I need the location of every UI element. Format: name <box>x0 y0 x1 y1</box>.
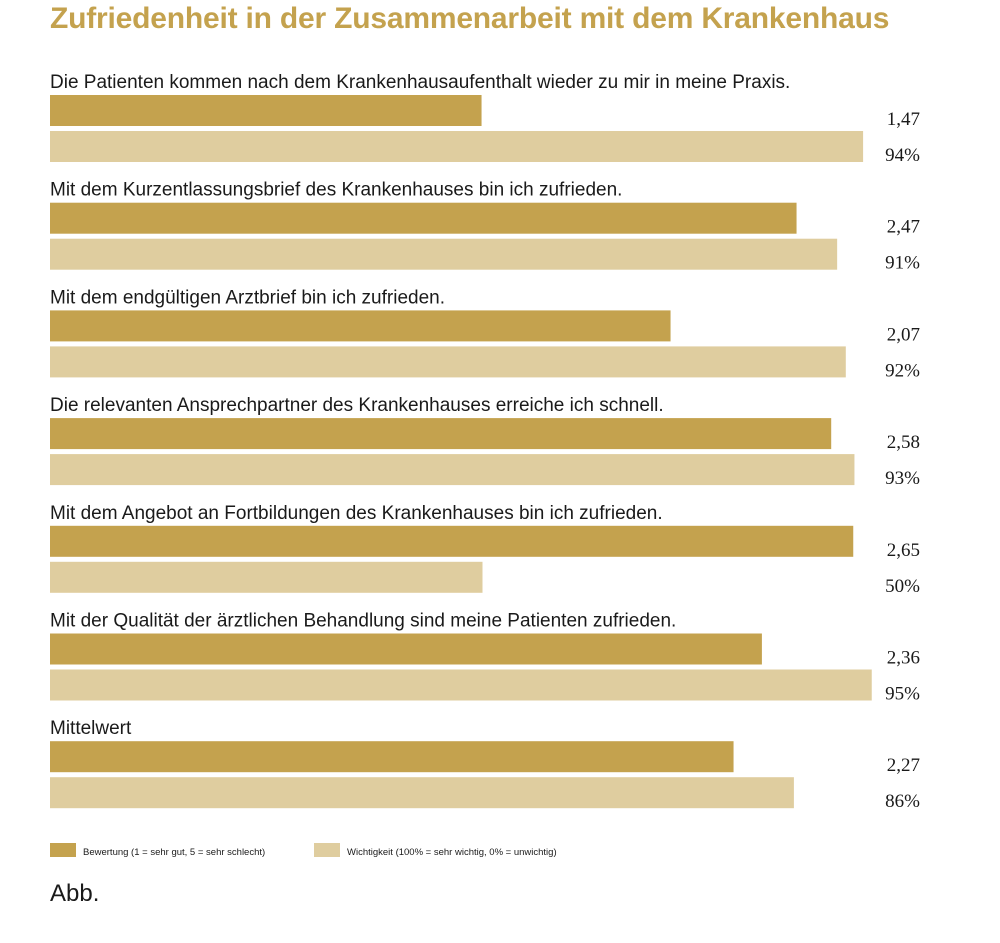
rating-value-label: 2,07 <box>887 324 920 345</box>
category-label: Die Patienten kommen nach dem Krankenhau… <box>50 72 790 93</box>
importance-bar <box>50 669 872 701</box>
rating-bar <box>50 202 797 234</box>
importance-bar <box>50 346 846 378</box>
rating-bar <box>50 418 832 450</box>
rating-bar <box>50 95 482 126</box>
category-label: Die relevanten Ansprechpartner des Krank… <box>50 395 664 416</box>
category-label: Mittelwert <box>50 718 132 739</box>
rating-value-label: 2,27 <box>887 755 920 776</box>
rating-value-label: 2,47 <box>887 217 920 238</box>
rating-value-label: 1,47 <box>887 109 920 130</box>
bar-chart: Die Patienten kommen nach dem Krankenhau… <box>50 72 920 858</box>
importance-value-label: 86% <box>885 791 920 812</box>
category-label: Mit der Qualität der ärztlichen Behandlu… <box>50 611 676 632</box>
legend-label-importance: Wichtigkeit (100% = sehr wichtig, 0% = u… <box>347 847 557 858</box>
rating-bar <box>50 633 762 665</box>
legend-swatch-importance <box>314 843 340 857</box>
rating-bar <box>50 741 734 773</box>
importance-bar <box>50 238 838 270</box>
importance-value-label: 50% <box>885 576 920 597</box>
chart-title: Zufriedenheit in der Zusammenarbeit mit … <box>50 2 890 35</box>
importance-value-label: 91% <box>885 253 920 274</box>
importance-bar <box>50 131 864 162</box>
rating-value-label: 2,65 <box>887 540 920 561</box>
figure-caption: Abb. <box>50 880 100 907</box>
importance-bar <box>50 454 855 486</box>
legend-swatch-rating <box>50 843 76 857</box>
rating-bar <box>50 525 854 557</box>
rating-value-label: 2,58 <box>887 432 920 453</box>
importance-value-label: 93% <box>885 468 920 489</box>
importance-bar <box>50 777 794 809</box>
importance-value-label: 95% <box>885 684 920 705</box>
importance-value-label: 92% <box>885 360 920 381</box>
category-label: Mit dem Angebot an Fortbildungen des Kra… <box>50 503 663 524</box>
category-label: Mit dem endgültigen Arztbrief bin ich zu… <box>50 287 445 308</box>
importance-bar <box>50 561 483 593</box>
legend-label-rating: Bewertung (1 = sehr gut, 5 = sehr schlec… <box>83 847 265 858</box>
category-label: Mit dem Kurzentlassungsbrief des Kranken… <box>50 180 622 201</box>
importance-value-label: 94% <box>885 145 920 166</box>
rating-value-label: 2,36 <box>887 648 920 669</box>
rating-bar <box>50 310 671 342</box>
